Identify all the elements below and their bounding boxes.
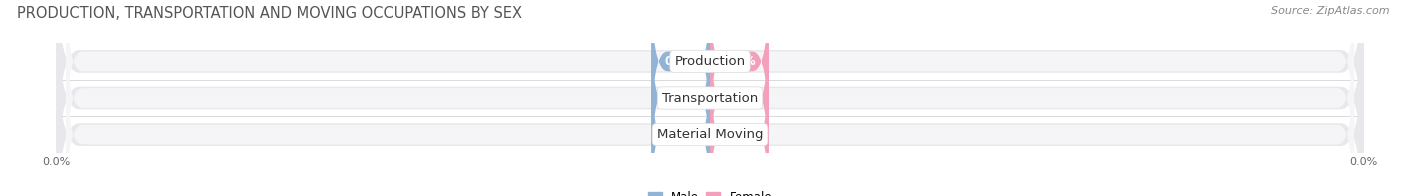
FancyBboxPatch shape (710, 16, 769, 180)
FancyBboxPatch shape (651, 16, 710, 180)
Legend: Male, Female: Male, Female (648, 191, 772, 196)
FancyBboxPatch shape (66, 16, 1354, 180)
FancyBboxPatch shape (56, 18, 1364, 196)
FancyBboxPatch shape (651, 0, 710, 143)
FancyBboxPatch shape (66, 53, 1354, 196)
Text: PRODUCTION, TRANSPORTATION AND MOVING OCCUPATIONS BY SEX: PRODUCTION, TRANSPORTATION AND MOVING OC… (17, 6, 522, 21)
FancyBboxPatch shape (710, 0, 769, 143)
FancyBboxPatch shape (651, 53, 710, 196)
Text: Production: Production (675, 55, 745, 68)
FancyBboxPatch shape (66, 0, 1354, 143)
Text: Material Moving: Material Moving (657, 128, 763, 141)
FancyBboxPatch shape (56, 0, 1364, 196)
Text: Source: ZipAtlas.com: Source: ZipAtlas.com (1271, 6, 1389, 16)
Text: 0.0%: 0.0% (664, 128, 697, 141)
FancyBboxPatch shape (710, 53, 769, 196)
Text: 0.0%: 0.0% (723, 128, 756, 141)
Text: 0.0%: 0.0% (723, 55, 756, 68)
Text: 0.0%: 0.0% (723, 92, 756, 104)
Text: Transportation: Transportation (662, 92, 758, 104)
Text: 0.0%: 0.0% (664, 92, 697, 104)
FancyBboxPatch shape (56, 0, 1364, 178)
Text: 0.0%: 0.0% (664, 55, 697, 68)
